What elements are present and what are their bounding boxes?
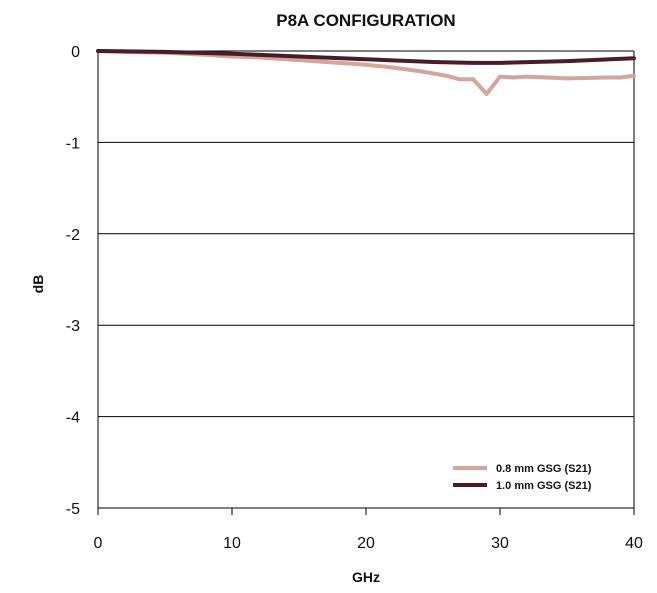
- y-tick-label: -4: [66, 410, 80, 427]
- legend: 0.8 mm GSG (S21) 1.0 mm GSG (S21): [453, 463, 592, 492]
- legend-label-0: 0.8 mm GSG (S21): [496, 463, 592, 475]
- y-axis-label: dB: [30, 275, 46, 294]
- y-tick-label: -3: [66, 318, 80, 335]
- y-tick-label: 0: [71, 44, 80, 61]
- tick-labels: 0 -1 -2 -3 -4 -5 0 10 20 30 40: [66, 44, 643, 552]
- chart-title: P8A CONFIGURATION: [276, 11, 455, 30]
- y-tick-label: -2: [66, 227, 80, 244]
- x-tick-label: 30: [491, 535, 509, 552]
- x-tick-label: 40: [625, 535, 643, 552]
- x-tick-label: 0: [94, 535, 103, 552]
- series-lines: [96, 49, 636, 96]
- legend-label-1: 1.0 mm GSG (S21): [496, 480, 592, 492]
- y-tick-label: -5: [66, 501, 80, 518]
- x-axis-label: GHz: [352, 569, 380, 585]
- y-tick-label: -1: [66, 135, 80, 152]
- x-tick-label: 20: [357, 535, 375, 552]
- gridlines: [98, 50, 634, 509]
- axes: [97, 51, 635, 515]
- series-line-0: [96, 49, 636, 96]
- series-line-1: [96, 49, 636, 65]
- x-tick-label: 10: [223, 535, 241, 552]
